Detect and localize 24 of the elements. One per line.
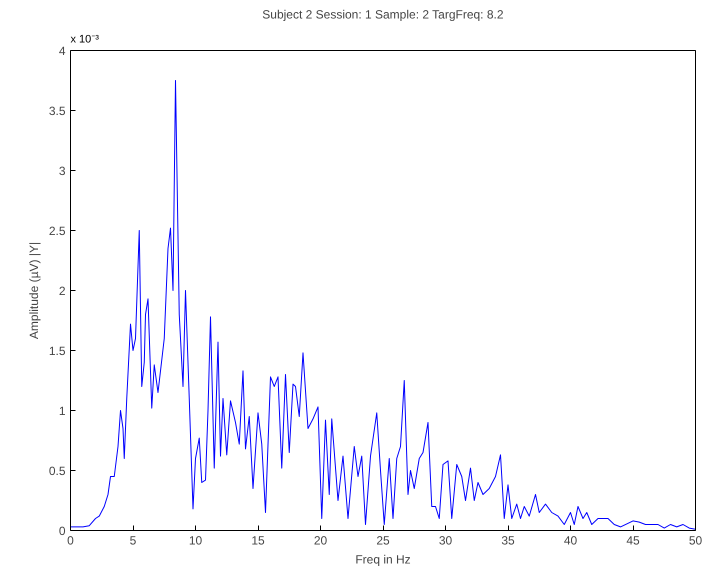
y-tick-label: 1.5 bbox=[48, 344, 66, 358]
x-tick-label: 45 bbox=[626, 534, 640, 548]
x-tick-label: 20 bbox=[314, 534, 328, 548]
y-tick-label: 4 bbox=[58, 44, 66, 58]
x-tick-label: 0 bbox=[67, 534, 74, 548]
y-tick-label: 2 bbox=[58, 284, 66, 298]
y-tick-label: 0.5 bbox=[48, 464, 66, 478]
y-tick-label: 1 bbox=[58, 404, 66, 418]
y-tick-label: 0 bbox=[58, 524, 66, 538]
x-axis-title: Freq in Hz bbox=[355, 552, 411, 566]
x-tick-label: 35 bbox=[501, 534, 515, 548]
x-tick-label: 50 bbox=[688, 534, 702, 548]
x-tick-label: 25 bbox=[376, 534, 390, 548]
y-tick-label: 3 bbox=[58, 164, 66, 178]
x-tick-label: 30 bbox=[438, 534, 452, 548]
chart-title: Subject 2 Session: 1 Sample: 2 TargFreq: 8.2 bbox=[262, 8, 504, 22]
y-tick-label: 3.5 bbox=[48, 104, 66, 118]
y-axis-title: Amplitude (µV) |Y| bbox=[26, 242, 41, 340]
y-tick-label: 2.5 bbox=[48, 224, 66, 238]
x-tick-label: 10 bbox=[188, 534, 202, 548]
x-tick-label: 40 bbox=[564, 534, 578, 548]
text: x 10⁻³ bbox=[70, 34, 100, 46]
x-tick-label: 5 bbox=[130, 534, 137, 548]
x-tick-label: 15 bbox=[251, 534, 265, 548]
